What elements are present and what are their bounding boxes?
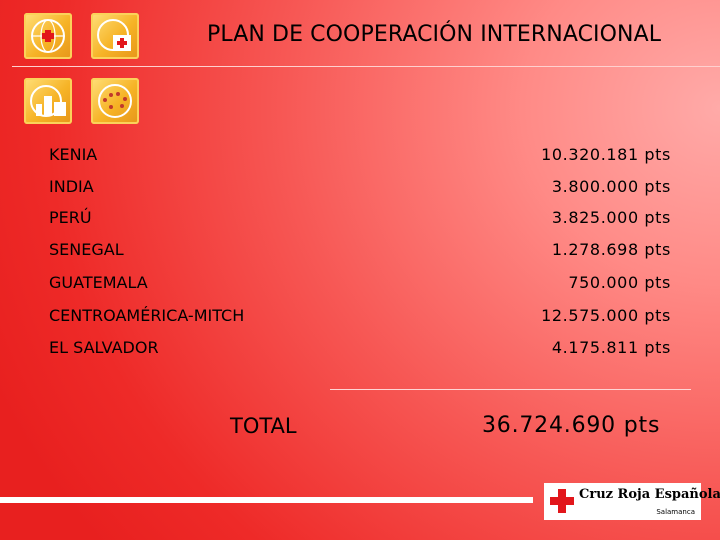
list-item: SENEGAL 1.278.698 pts [49,240,671,264]
list-item: CENTROAMÉRICA-MITCH 12.575.000 pts [49,306,671,330]
list-item: EL SALVADOR 4.175.811 pts [49,338,671,362]
sum-divider [330,389,691,390]
list-item: INDIA 3.800.000 pts [49,177,671,201]
amount-value: 4.175.811 pts [551,338,671,357]
country-label: SENEGAL [49,240,124,259]
country-label: INDIA [49,177,94,196]
title-divider [12,66,720,67]
footer-bar [0,497,533,503]
logo-brand-text: Cruz Roja Española [579,487,720,502]
globe-aid-box-icon [91,13,139,59]
amount-value: 750.000 pts [568,273,671,292]
country-label: GUATEMALA [49,273,148,292]
total-label: TOTAL [230,414,297,438]
amount-value: 10.320.181 pts [541,145,671,164]
list-item: PERÚ 3.825.000 pts [49,208,671,232]
globe-building-icon [24,78,72,124]
slide-title: PLAN DE COOPERACIÓN INTERNACIONAL [207,22,662,47]
list-item: GUATEMALA 750.000 pts [49,273,671,297]
country-label: EL SALVADOR [49,338,159,357]
amount-value: 12.575.000 pts [541,306,671,325]
country-label: KENIA [49,145,98,164]
red-cross-icon [550,489,574,513]
logo-city-text: Salamanca [656,508,695,516]
country-label: PERÚ [49,208,92,227]
list-item: KENIA 10.320.181 pts [49,145,671,169]
globe-people-icon [91,78,139,124]
amount-value: 3.800.000 pts [551,177,671,196]
country-label: CENTROAMÉRICA-MITCH [49,306,245,325]
globe-cross-icon [24,13,72,59]
amount-value: 1.278.698 pts [551,240,671,259]
amount-value: 3.825.000 pts [551,208,671,227]
cruz-roja-logo: Cruz Roja Española Salamanca [544,483,720,520]
total-value: 36.724.690 pts [482,413,661,438]
